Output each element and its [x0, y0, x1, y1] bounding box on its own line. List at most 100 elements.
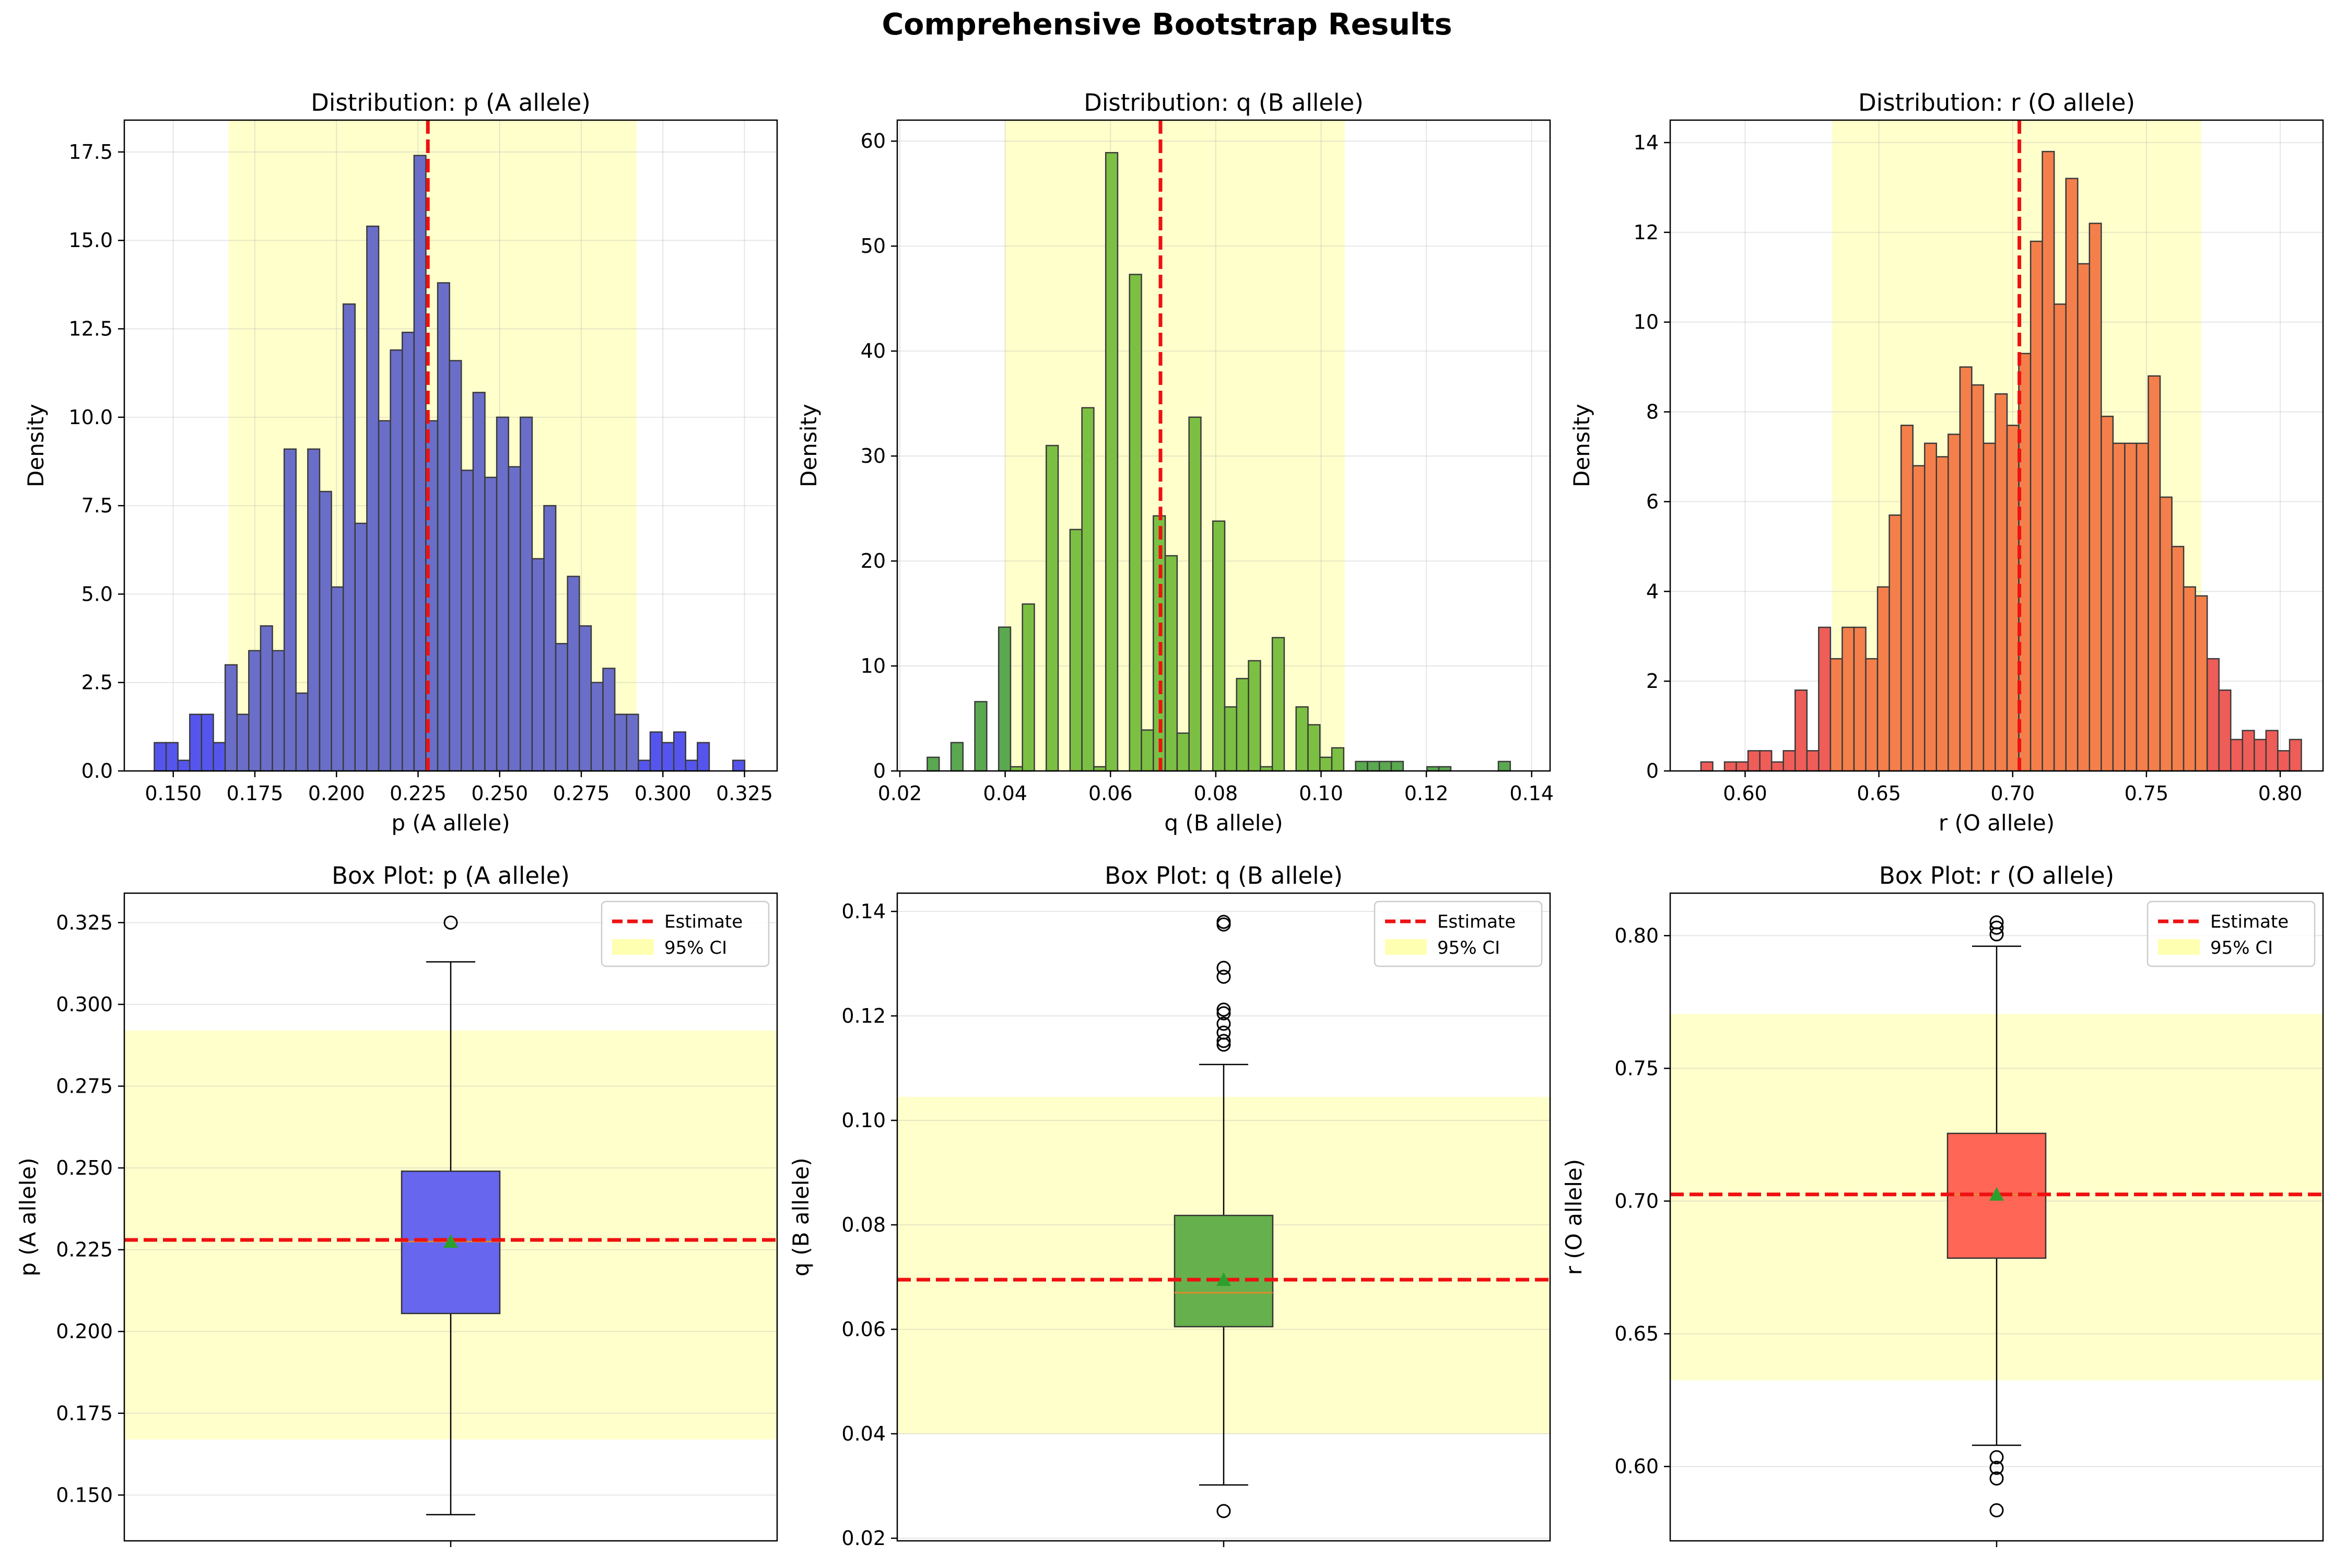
- y-axis-label: q (B allele): [788, 1157, 814, 1276]
- y-tick-label: 0.14: [841, 900, 886, 923]
- histogram-bar: [1105, 152, 1119, 772]
- subplot-title: Box Plot: r (O allele): [1879, 862, 2114, 890]
- y-tick-label: 0.80: [1614, 924, 1659, 947]
- histogram-bar: [2265, 730, 2279, 772]
- y-tick-label: 40: [861, 340, 886, 362]
- histogram-bar: [531, 558, 545, 772]
- y-axis-label: Density: [23, 404, 49, 487]
- outlier-point: [1216, 1504, 1231, 1518]
- histogram-bar: [1248, 660, 1261, 772]
- histogram-bar: [697, 742, 710, 772]
- histogram-bar: [437, 282, 450, 772]
- legend-ci-label: 95% CI: [2210, 938, 2273, 958]
- histogram-bar: [1782, 750, 1796, 772]
- histogram-bar: [926, 756, 940, 772]
- y-axis-label: p (A allele): [15, 1157, 41, 1276]
- histogram-bar: [1876, 586, 1890, 772]
- y-tick-label: 2: [1646, 670, 1659, 693]
- y-tick-label: 0: [873, 759, 886, 782]
- histogram-bar: [2136, 442, 2149, 772]
- y-tick-label: 17.5: [68, 141, 113, 163]
- histogram-bar: [2089, 223, 2102, 772]
- y-tick-label: 15.0: [68, 229, 113, 252]
- y-tick-label: 7.5: [81, 494, 113, 517]
- histogram-bar: [449, 360, 462, 772]
- y-tick-label: 0.275: [56, 1074, 113, 1097]
- legend-ci-label: 95% CI: [1437, 938, 1500, 958]
- legend-ci-swatch: [612, 939, 654, 955]
- histogram-bar: [508, 466, 521, 772]
- x-tick-label: 0.60: [1723, 782, 1767, 805]
- legend: Estimate 95% CI: [1374, 900, 1543, 967]
- y-tick-label: 12: [1634, 221, 1659, 244]
- subplot-title: Distribution: p (A allele): [311, 89, 591, 116]
- histogram-bar: [2206, 658, 2220, 772]
- histogram-bar: [1367, 760, 1380, 772]
- histogram-bar: [354, 522, 368, 772]
- histogram-bar: [1959, 366, 1973, 772]
- histogram-bar: [2218, 689, 2232, 772]
- outlier-point: [1989, 1471, 2004, 1486]
- y-tick-label: 0.200: [56, 1320, 113, 1343]
- histogram-bar: [472, 392, 486, 772]
- histogram-bar: [461, 470, 474, 772]
- histogram-bar: [1700, 761, 1714, 772]
- subplot-1: 0.150 0.175 0.200 0.225 0.250 0.275 0.300 0.325…: [23, 89, 778, 836]
- y-tick-label: 0.10: [841, 1109, 886, 1132]
- histogram-bar: [2053, 303, 2067, 772]
- y-tick-label: 10: [1634, 311, 1659, 334]
- outlier-point: [1216, 969, 1231, 984]
- histogram-bar: [2006, 425, 2020, 772]
- y-tick-label: 0.225: [56, 1238, 113, 1261]
- outlier-point: [443, 915, 458, 930]
- histogram-bar: [1129, 274, 1142, 772]
- histogram-bar: [224, 664, 238, 772]
- histogram-bar: [390, 349, 403, 772]
- box: [1174, 1214, 1274, 1328]
- y-tick-label: 0.150: [56, 1483, 113, 1506]
- y-tick-label: 0.75: [1614, 1057, 1659, 1080]
- histogram-bar: [579, 625, 592, 772]
- histogram-bar: [2254, 739, 2267, 772]
- histogram-bar: [413, 155, 427, 772]
- y-tick-label: 0.65: [1614, 1323, 1659, 1345]
- y-tick-label: 0.02: [841, 1527, 886, 1550]
- histogram-bar: [2112, 442, 2126, 772]
- subplot-4: 0.150 0.175 0.200 0.225 0.250 0.275 0.300 0.325…: [15, 862, 778, 1547]
- histogram-bar: [378, 420, 391, 772]
- histogram-bar: [1022, 603, 1035, 772]
- histogram-bar: [1924, 442, 1937, 772]
- y-tick-label: 10.0: [68, 406, 113, 429]
- histogram-bar: [1355, 760, 1368, 772]
- histogram-bar: [1912, 465, 1926, 772]
- histogram-bar: [1723, 761, 1737, 772]
- histogram-bar: [2065, 178, 2079, 772]
- x-tick-label: 0.275: [553, 782, 610, 805]
- histogram-bar: [614, 713, 628, 772]
- histogram-bar: [272, 650, 285, 772]
- y-axis-label: Density: [1569, 404, 1594, 487]
- histogram-bar: [1212, 520, 1226, 772]
- histogram-bar: [2077, 263, 2091, 772]
- histogram-bar: [1853, 626, 1867, 772]
- y-axis-label: r (O allele): [1561, 1159, 1587, 1275]
- histogram-bar: [331, 586, 344, 772]
- y-tick-label: 0.04: [841, 1422, 886, 1445]
- histogram-bar: [661, 742, 675, 772]
- histogram-bar: [1889, 514, 1902, 772]
- histogram-bar: [520, 416, 533, 772]
- x-tick-label: 0.14: [1509, 782, 1554, 805]
- axes-frame: [1669, 119, 2324, 772]
- x-tick-label: 0.12: [1404, 782, 1449, 805]
- histogram-bar: [260, 625, 273, 772]
- histogram-bar: [401, 332, 415, 772]
- histogram-bar: [1983, 442, 1996, 772]
- histogram-bar: [1770, 761, 1784, 772]
- histogram-bar: [2042, 150, 2055, 772]
- histogram-bar: [1806, 750, 1820, 772]
- histogram-bar: [177, 759, 191, 772]
- y-tick-label: 0.175: [56, 1402, 113, 1425]
- histogram-bar: [1759, 750, 1773, 772]
- y-tick-label: 8: [1646, 401, 1659, 424]
